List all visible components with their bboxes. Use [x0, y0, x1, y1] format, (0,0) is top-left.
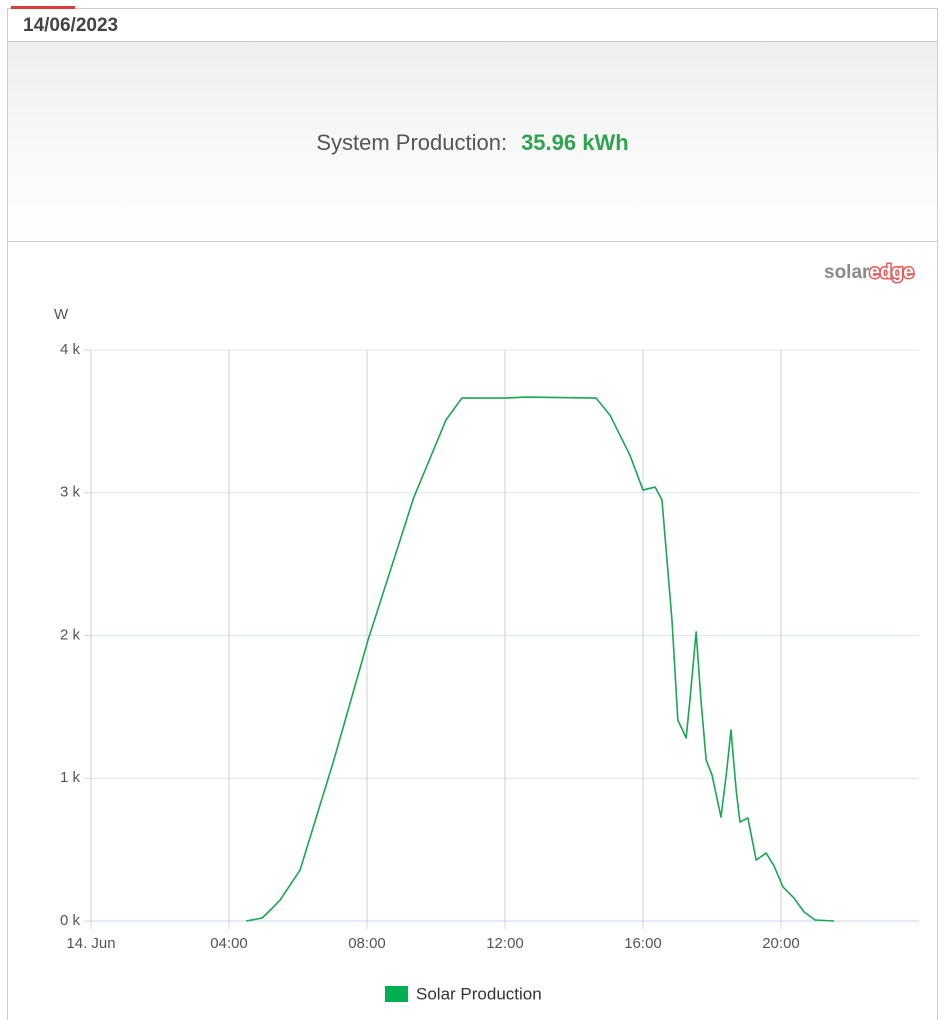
x-tick-label: 16:00 [624, 935, 662, 952]
date: 14/06/2023 [23, 15, 119, 36]
y-tick-label: 1 k [60, 769, 81, 786]
x-tick-label: 12:00 [486, 935, 524, 952]
legend-label: Solar Production [416, 984, 542, 1003]
logo-edge: edge [869, 262, 913, 283]
y-axis-label: W [54, 306, 69, 323]
y-tick-label: 0 k [60, 912, 81, 929]
summary-label: System Production: [316, 130, 508, 155]
x-tick-label: 08:00 [348, 935, 386, 952]
logo: solaredge [824, 262, 914, 283]
y-tick-label: 3 k [60, 484, 81, 501]
y-tick-label: 2 k [60, 626, 81, 643]
x-tick-label: 04:00 [210, 935, 248, 952]
x-tick-label: 20:00 [762, 935, 800, 952]
x-tick-label: 14. Jun [66, 935, 115, 952]
series-line [246, 396, 835, 922]
legend-swatch [385, 986, 408, 1002]
panel: 14/06/2023 System Production: 35.96 kWh [7, 6, 938, 1020]
logo-solar: solar [824, 262, 870, 283]
summary-text: System Production: 35.96 kWh [8, 130, 937, 156]
y-tick-label: 4 k [60, 341, 81, 358]
summary: System Production: 35.96 kWh [8, 41, 937, 242]
tab-indicator [11, 6, 75, 9]
summary-value: 35.96 kWh [521, 130, 629, 155]
